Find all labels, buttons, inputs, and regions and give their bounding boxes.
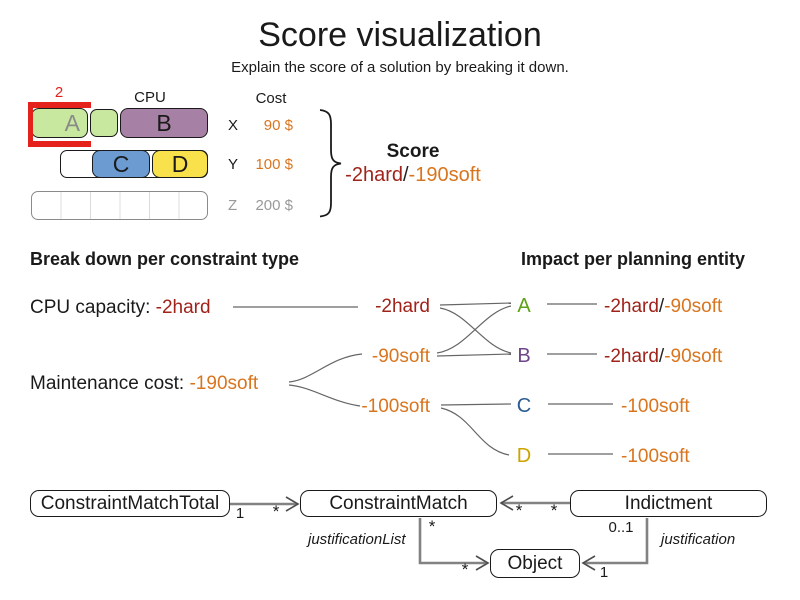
impact-heading: Impact per planning entity [521,249,746,269]
entity-a-impact-hard: -2hard [604,296,659,317]
entity-d-label: D [516,445,532,467]
score-soft-part: -190soft [408,164,481,186]
process-c-label: C [112,150,130,177]
class-constraint-match: ConstraintMatch [300,490,497,517]
machine-z-cost: 200 $ [255,197,293,214]
role-justification-list: justificationList [308,531,406,548]
entity-b-impact: -2hard/-90soft [604,346,722,368]
entity-b-impact-soft: -90soft [664,346,723,367]
class-indictment: Indictment [570,490,767,517]
class-indictment-name: Indictment [624,492,713,514]
machine-z-label: Z [228,197,238,214]
multiplicity-cmt-one: 1 [235,505,245,522]
cpu-column-header: CPU [134,89,166,106]
match-value-hard: -2hard [375,296,430,317]
score-separator: / [402,164,409,186]
process-block-a-extra [90,109,118,137]
class-object: Object [490,549,580,578]
overload-highlight-bracket [28,102,91,147]
breakdown-connectors [233,302,613,456]
cpu-capacity-label: CPU capacity: [30,297,151,318]
maintenance-cost-label: Maintenance cost: [30,373,185,394]
entity-a-impact-sep: / [658,296,665,317]
cpu-capacity-value: -2hard [155,297,211,318]
entity-b-label: B [517,345,531,367]
multiplicity-ind-obj-zero-one: 0..1 [608,519,634,536]
entity-a-impact: -2hard/-90soft [604,296,722,318]
process-a-label: A [64,109,80,136]
entity-b-impact-hard: -2hard [604,346,659,367]
entity-a-impact-soft: -90soft [664,296,723,317]
page-title: Score visualization [258,16,542,54]
machine-y-label: Y [228,156,239,173]
maintenance-cost-value: -190soft [189,373,259,394]
process-d-label: D [171,150,189,177]
multiplicity-cm-obj-star-end: * [461,560,469,579]
role-justification: justification [661,531,736,548]
score-value: -2hard/-190soft [313,164,513,187]
multiplicity-ind-obj-one: 1 [599,564,609,581]
cost-column-header: Cost [255,90,287,107]
process-b-label: B [156,109,172,136]
entity-d-impact: -100soft [621,446,690,467]
constraint-row-cpu: CPU capacity: -2hard [30,297,211,319]
overload-count-label: 2 [54,84,64,101]
class-constraint-match-total: ConstraintMatchTotal [30,490,230,517]
process-block-b: B [120,108,208,138]
entity-c-label: C [516,395,532,417]
process-block-d: D [152,150,208,178]
breakdown-heading: Break down per constraint type [30,249,300,269]
machine-y-cost: 100 $ [255,156,293,173]
machine-z-slots [31,191,208,220]
score-hard-part: -2hard [345,164,403,186]
machine-x-label: X [228,117,239,134]
page-subtitle: Explain the score of a solution by break… [231,59,569,76]
multiplicity-cmt-cm-star: * [272,502,280,521]
multiplicity-cm-ind-star-left: * [515,501,523,520]
entity-a-label: A [517,295,531,317]
class-object-name: Object [507,552,563,574]
entity-c-impact: -100soft [621,396,690,417]
process-block-c: C [92,150,150,178]
machine-x-cost: 90 $ [263,117,293,134]
entity-b-impact-sep: / [658,346,665,367]
class-constraint-match-name: ConstraintMatch [329,492,468,514]
match-value-soft-100: -100soft [361,396,430,417]
score-heading: Score [386,141,440,162]
multiplicity-cm-ind-star-right: * [550,501,558,520]
constraint-row-maintenance: Maintenance cost: -190soft [30,373,258,395]
class-constraint-match-total-name: ConstraintMatchTotal [40,492,220,514]
multiplicity-cm-obj-star-top: * [428,517,436,536]
match-value-soft-90: -90soft [371,346,430,367]
